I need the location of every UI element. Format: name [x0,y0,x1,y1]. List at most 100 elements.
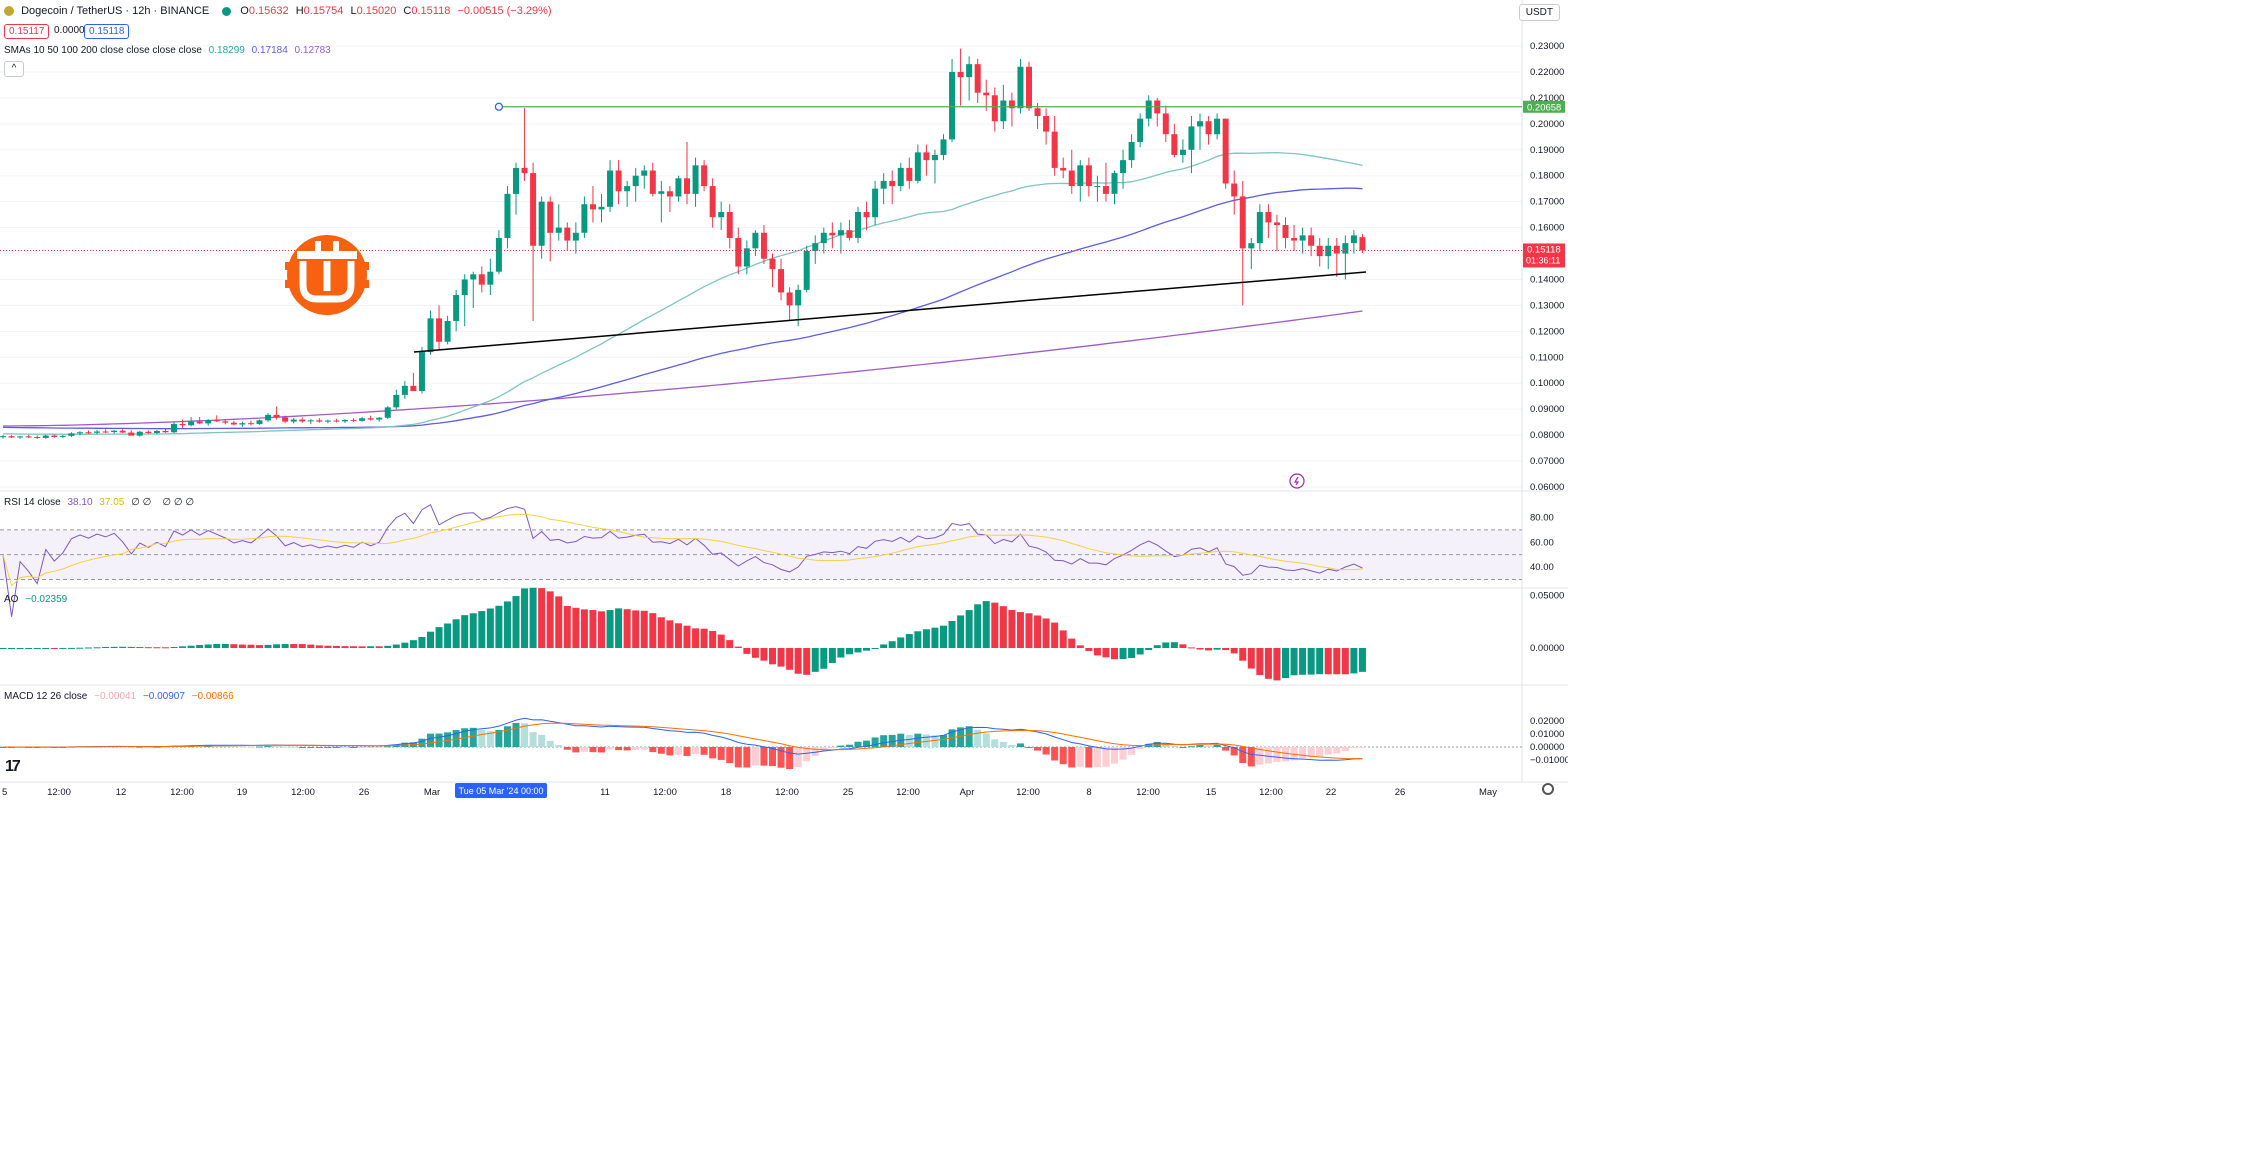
open-label: O [240,5,249,17]
rsi-ma-value: 37.05 [99,497,125,508]
ao-bar [409,640,417,648]
sma-50-line [3,151,1363,435]
ao-legend[interactable]: AO −0.02359 [4,594,71,605]
ao-bar [1187,647,1195,649]
ao-bar [332,645,340,648]
ao-bar [213,643,221,648]
candle-body [94,431,101,433]
rsi-legend[interactable]: RSI 14 close 38.10 37.05 ∅ ∅ ∅ ∅ ∅ [4,497,198,508]
grid-layer [0,45,1522,488]
macd-histogram-bar [649,747,657,753]
macd-histogram-bar [1282,747,1289,762]
sell-price-button[interactable]: 0.15117 [4,24,50,39]
candle-body [778,269,785,293]
ao-bar [1230,648,1238,654]
candle-body [384,407,391,418]
price-tick-label: 0.23000 [1530,41,1564,52]
macd-histogram-bar [1196,745,1204,747]
chart-workspace[interactable]: 80.00 60.00 40.00 0.05000 0.00000 0.02000 0.… [0,0,1570,802]
ao-bar [418,636,426,648]
ao-bar [751,648,759,658]
price-tick-label: 0.12000 [1530,326,1564,337]
lightning-alert-icon[interactable] [1289,473,1305,489]
time-tick-label: Mar [424,787,440,798]
open-value: 0.15632 [248,5,289,17]
ao-bar [1333,648,1341,675]
ao-bar [127,646,135,648]
ao-bar [786,648,794,670]
ao-bar [1205,648,1213,651]
candle-body [1145,100,1152,119]
macd-histogram-bar [974,729,982,747]
price-tick-label: 0.07000 [1530,456,1564,467]
candle-body [803,250,810,290]
candle-body [555,227,562,233]
ao-bar [538,588,546,648]
candle-body [136,431,143,436]
candle-body [376,417,383,420]
macd-histogram-bar [700,747,708,755]
collapse-legend-button[interactable]: ^ [4,61,24,77]
candle-body [1222,118,1229,184]
price-tick-label: 0.13000 [1530,300,1564,311]
close-label: C [403,5,412,17]
ao-bar [1068,638,1076,648]
macd-histogram-bar [1008,744,1016,747]
macd-histogram-bar [666,747,674,756]
candle-body [273,414,280,418]
time-tick-label: May [1479,787,1497,798]
macd-histogram-bar [1273,747,1281,762]
macd-histogram-bar [905,734,913,747]
macd-signal-value: −0.00866 [191,691,234,702]
ao-bar [598,611,605,648]
symbol-legend[interactable]: Dogecoin / TetherUS · 12h · BINANCE O0.1… [4,5,556,17]
ao-bar [632,610,640,648]
candle-body [820,232,827,244]
macd-histogram-bar [794,747,802,768]
sma-legend[interactable]: SMAs 10 50 100 200 close close close clo… [4,45,335,56]
ao-bar [683,625,691,648]
candle-body [504,193,511,238]
ao-bar [1102,648,1110,658]
macd-histogram-bar [512,722,520,747]
macd-axis-label: 0.01000 [1530,729,1564,740]
candle-body [949,71,956,140]
candle-body [589,204,596,210]
macd-histogram-bar [418,738,426,747]
candle-body [641,170,648,176]
time-tick-label: 12:00 [1259,787,1283,798]
candle-body [8,436,15,438]
candle-body [1359,237,1366,251]
macd-histogram-bar [1324,747,1332,755]
macd-histogram-bar [1222,747,1230,751]
macd-histogram-bar [1059,747,1067,765]
ao-bar [982,601,990,648]
candle-body [1265,212,1272,223]
gear-icon[interactable] [1542,783,1554,795]
macd-histogram-bar [1076,747,1084,767]
ao-bar [914,631,922,648]
candle-body [906,167,913,181]
ao-bar [1299,648,1307,675]
candle-body [17,436,24,438]
macd-histogram-bar [341,747,349,748]
candle-body [436,318,443,342]
macd-histogram-bar [521,723,529,747]
tradingview-logo[interactable]: 17 [5,758,21,775]
ao-bar [341,646,349,648]
macd-histogram-bar [315,747,323,748]
candle-body [692,165,699,194]
ao-bar [1324,648,1332,675]
candle-body [111,430,118,433]
time-tick-label: 12:00 [775,787,799,798]
macd-histogram-bar [888,734,896,747]
pane-dividers [0,0,1568,783]
buy-price-button[interactable]: 0.15118 [84,24,130,39]
spread-value: 0.00001 [50,24,95,37]
macd-legend[interactable]: MACD 12 26 close −0.00041 −0.00907 −0.00… [4,691,238,702]
candle-body [367,418,374,420]
currency-button[interactable]: USDT [1518,4,1560,21]
candle-body [239,423,246,425]
ao-bar [871,648,879,649]
